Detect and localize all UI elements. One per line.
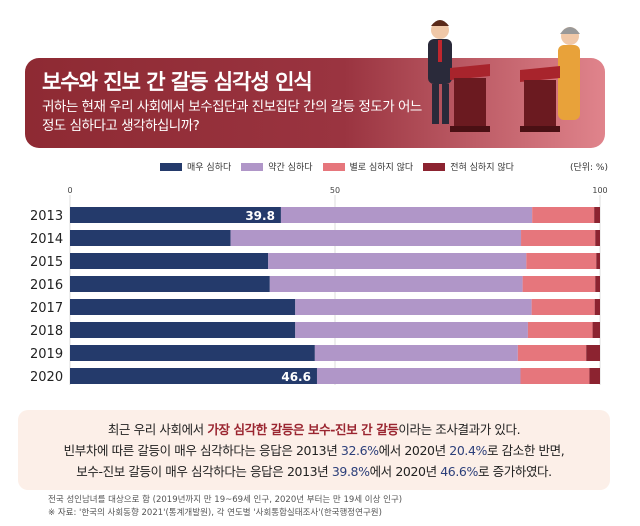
survey-question: 귀하는 현재 우리 사회에서 보수집단과 진보집단 간의 갈등 정도가 어느 정… (42, 99, 422, 134)
legend-item: 약간 심하다 (241, 160, 313, 173)
bar-segment (532, 207, 595, 223)
bar-segment (70, 230, 231, 246)
legend-item: 매우 심하다 (160, 160, 231, 173)
legend-item: 전혀 심하지 않다 (423, 160, 514, 173)
text: 로 감소한 반면, (487, 443, 565, 458)
bar-segment (594, 299, 600, 315)
text: 보수-진보 갈등이 매우 심각하다는 응답은 2013년 (76, 464, 332, 479)
bar-segment (586, 345, 600, 361)
podium-left (450, 64, 490, 132)
y-tick-label: 2019 (30, 347, 63, 362)
title-banner (25, 58, 605, 148)
bar-segment (70, 322, 296, 338)
highlight-text: 가장 심각한 갈등은 보수-진보 간 갈등 (207, 422, 399, 437)
speaker-right (558, 27, 580, 120)
bar-segment (596, 253, 600, 269)
text: 이라는 조사결과가 있다. (398, 422, 521, 437)
text: 로 증가하였다. (477, 464, 552, 479)
bar-segment (70, 345, 315, 361)
y-tick-label: 2020 (30, 370, 63, 385)
footnote-source: ※ 자료: '한국의 사회동향 2021'(통계개발원), 각 연도별 '사회통… (48, 508, 382, 518)
x-tick-label: 100 (592, 186, 607, 195)
bar-segment (517, 345, 587, 361)
bar-segment (527, 322, 593, 338)
bar-segment (595, 230, 600, 246)
legend-label: 별로 심하지 않다 (349, 163, 414, 173)
legend-label: 매우 심하다 (187, 163, 232, 173)
y-tick-label: 2018 (30, 324, 63, 339)
bar-segment (316, 368, 521, 384)
y-tick-label: 2014 (30, 232, 63, 247)
bar-segment (531, 299, 595, 315)
stacked-bar-chart: 0 50 100 2013 2014 2015 2016 2017 2018 2019 2020 39… (30, 186, 608, 385)
bar-segment (314, 345, 518, 361)
bar-segment (70, 276, 270, 292)
bar-segment (295, 322, 528, 338)
legend-label: 전혀 심하지 않다 (450, 163, 514, 173)
legend-swatch (423, 162, 446, 171)
text: 최근 우리 사회에서 (107, 422, 208, 437)
footnotes: 전국 성인남녀를 대상으로 함 (2019년까지 만 19~69세 인구, 20… (48, 494, 402, 520)
y-tick-label: 2015 (30, 255, 63, 270)
unit-label: (단위: %) (569, 163, 608, 173)
bar-segment (70, 207, 281, 223)
value-text: 39.8% (331, 464, 370, 479)
data-label: 46.6 (281, 370, 311, 384)
bar-segment (526, 253, 597, 269)
bar-segment (70, 368, 317, 384)
value-text: 20.4% (449, 443, 487, 458)
bar-segment (520, 368, 590, 384)
x-tick-label: 50 (330, 186, 340, 195)
text: 에서 2020년 (369, 464, 441, 479)
bar-segment (594, 207, 600, 223)
bar-segment (268, 253, 527, 269)
bar-segment (230, 230, 522, 246)
bar-segment (589, 368, 600, 384)
legend-label: 약간 심하다 (268, 163, 313, 173)
bar-segment (521, 230, 596, 246)
footnote-population: 전국 성인남녀를 대상으로 함 (2019년까지 만 19~69세 인구, 20… (48, 495, 403, 505)
value-text: 46.6% (440, 464, 478, 479)
value-text: 32.6% (340, 443, 379, 458)
speaker-left (428, 20, 452, 124)
y-tick-label: 2013 (30, 209, 63, 224)
debate-illustration (428, 20, 580, 132)
summary-box: 최근 우리 사회에서 가장 심각한 갈등은 보수-진보 간 갈등이라는 조사결과… (18, 410, 610, 490)
chart-legend: 매우 심하다 약간 심하다 별로 심하지 않다 전혀 심하지 않다 (160, 160, 514, 173)
legend-swatch (160, 162, 182, 171)
bar-segment (70, 253, 269, 269)
summary-line-3: 보수-진보 갈등이 매우 심각하다는 응답은 2013년 39.8%에서 202… (18, 461, 610, 482)
bar-segment (280, 207, 533, 223)
x-tick-label: 0 (67, 186, 72, 195)
bar-segment (595, 276, 600, 292)
bar-segment (295, 299, 532, 315)
y-tick-label: 2017 (30, 301, 63, 316)
summary-line-1: 최근 우리 사회에서 가장 심각한 갈등은 보수-진보 간 갈등이라는 조사결과… (18, 419, 610, 440)
bar-segment (70, 299, 296, 315)
legend-item: 별로 심하지 않다 (322, 160, 414, 173)
bar-segment (269, 276, 523, 292)
page-title: 보수와 진보 간 갈등 심각성 인식 (42, 70, 313, 94)
legend-swatch (241, 162, 264, 171)
y-tick-label: 2016 (30, 278, 63, 293)
data-label: 39.8 (245, 209, 275, 223)
bar-segment (592, 322, 600, 338)
podium-right (520, 66, 560, 132)
summary-line-2: 빈부차에 따른 갈등이 매우 심각하다는 응답은 2013년 32.6%에서 2… (18, 440, 610, 461)
legend-swatch (322, 162, 345, 171)
bar-segment (522, 276, 596, 292)
text: 빈부차에 따른 갈등이 매우 심각하다는 응답은 2013년 (63, 443, 341, 458)
text: 에서 2020년 (378, 443, 450, 458)
